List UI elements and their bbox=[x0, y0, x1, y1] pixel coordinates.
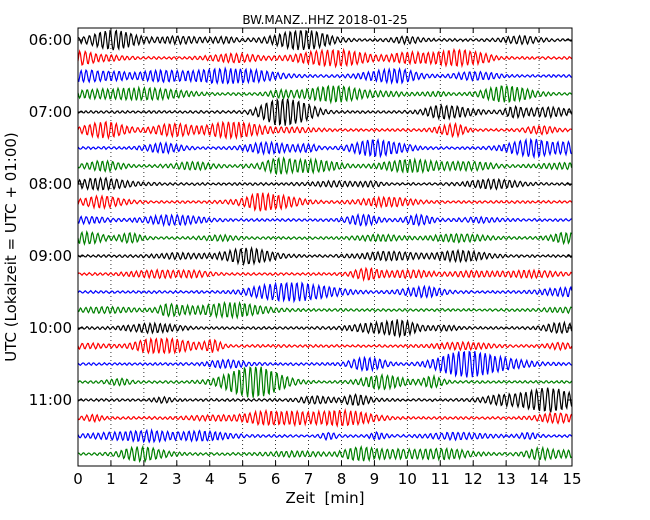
seismic-trace bbox=[77, 428, 573, 444]
seismic-trace bbox=[77, 97, 573, 126]
x-tick-label: 7 bbox=[304, 470, 314, 488]
y-tick-label: 06:00 bbox=[29, 31, 72, 49]
x-tick-label: 11 bbox=[431, 470, 450, 488]
seismic-trace bbox=[77, 66, 572, 86]
x-tick-label: 0 bbox=[73, 470, 83, 488]
y-axis-label: UTC (Lokalzeit = UTC + 01:00) bbox=[2, 132, 20, 362]
seismic-trace bbox=[77, 192, 573, 212]
x-axis-ticks: 0 1 2 3 4 5 6 7 8 9 10 11 12 13 14 15 bbox=[73, 28, 582, 488]
y-axis-ticks: 06:00 07:00 08:00 09:00 10:00 11:00 bbox=[29, 31, 572, 409]
y-tick-label: 08:00 bbox=[29, 175, 72, 193]
x-tick-label: 8 bbox=[337, 470, 347, 488]
seismic-trace bbox=[77, 387, 573, 413]
x-tick-label: 13 bbox=[497, 470, 516, 488]
y-tick-label: 11:00 bbox=[29, 391, 72, 409]
x-tick-label: 12 bbox=[464, 470, 483, 488]
y-tick-label: 10:00 bbox=[29, 319, 72, 337]
seismic-trace bbox=[77, 156, 573, 176]
x-tick-label: 2 bbox=[139, 470, 149, 488]
x-tick-label: 10 bbox=[398, 470, 417, 488]
seismic-trace bbox=[77, 266, 572, 283]
x-tick-label: 9 bbox=[370, 470, 380, 488]
x-axis-label: Zeit [min] bbox=[285, 489, 364, 507]
seismic-trace bbox=[77, 245, 572, 267]
seismic-trace bbox=[77, 29, 572, 51]
x-tick-label: 14 bbox=[530, 470, 549, 488]
chart-title: BW.MANZ..HHZ 2018-01-25 bbox=[242, 13, 407, 27]
y-tick-label: 09:00 bbox=[29, 247, 72, 265]
seismic-trace bbox=[77, 336, 573, 355]
seismic-trace bbox=[77, 176, 572, 192]
seismic-trace bbox=[77, 318, 573, 339]
seismic-trace bbox=[77, 300, 572, 320]
x-tick-label: 5 bbox=[238, 470, 248, 488]
y-tick-label: 07:00 bbox=[29, 103, 72, 121]
seismic-trace bbox=[77, 350, 572, 378]
seismic-trace bbox=[77, 281, 573, 304]
seismic-trace bbox=[77, 84, 572, 105]
x-tick-label: 1 bbox=[106, 470, 116, 488]
seismic-trace bbox=[77, 212, 572, 228]
seismic-traces bbox=[77, 29, 573, 464]
seismic-trace bbox=[77, 444, 572, 464]
seismic-trace bbox=[77, 137, 573, 160]
x-tick-label: 15 bbox=[562, 470, 581, 488]
x-tick-label: 6 bbox=[271, 470, 281, 488]
x-tick-label: 3 bbox=[172, 470, 182, 488]
seismic-trace bbox=[77, 229, 572, 247]
x-tick-label: 4 bbox=[205, 470, 215, 488]
seismic-trace bbox=[77, 47, 573, 69]
plot-frame bbox=[77, 27, 573, 467]
seismic-trace bbox=[77, 120, 572, 141]
seismic-trace bbox=[77, 407, 573, 428]
seismic-trace bbox=[77, 366, 573, 398]
